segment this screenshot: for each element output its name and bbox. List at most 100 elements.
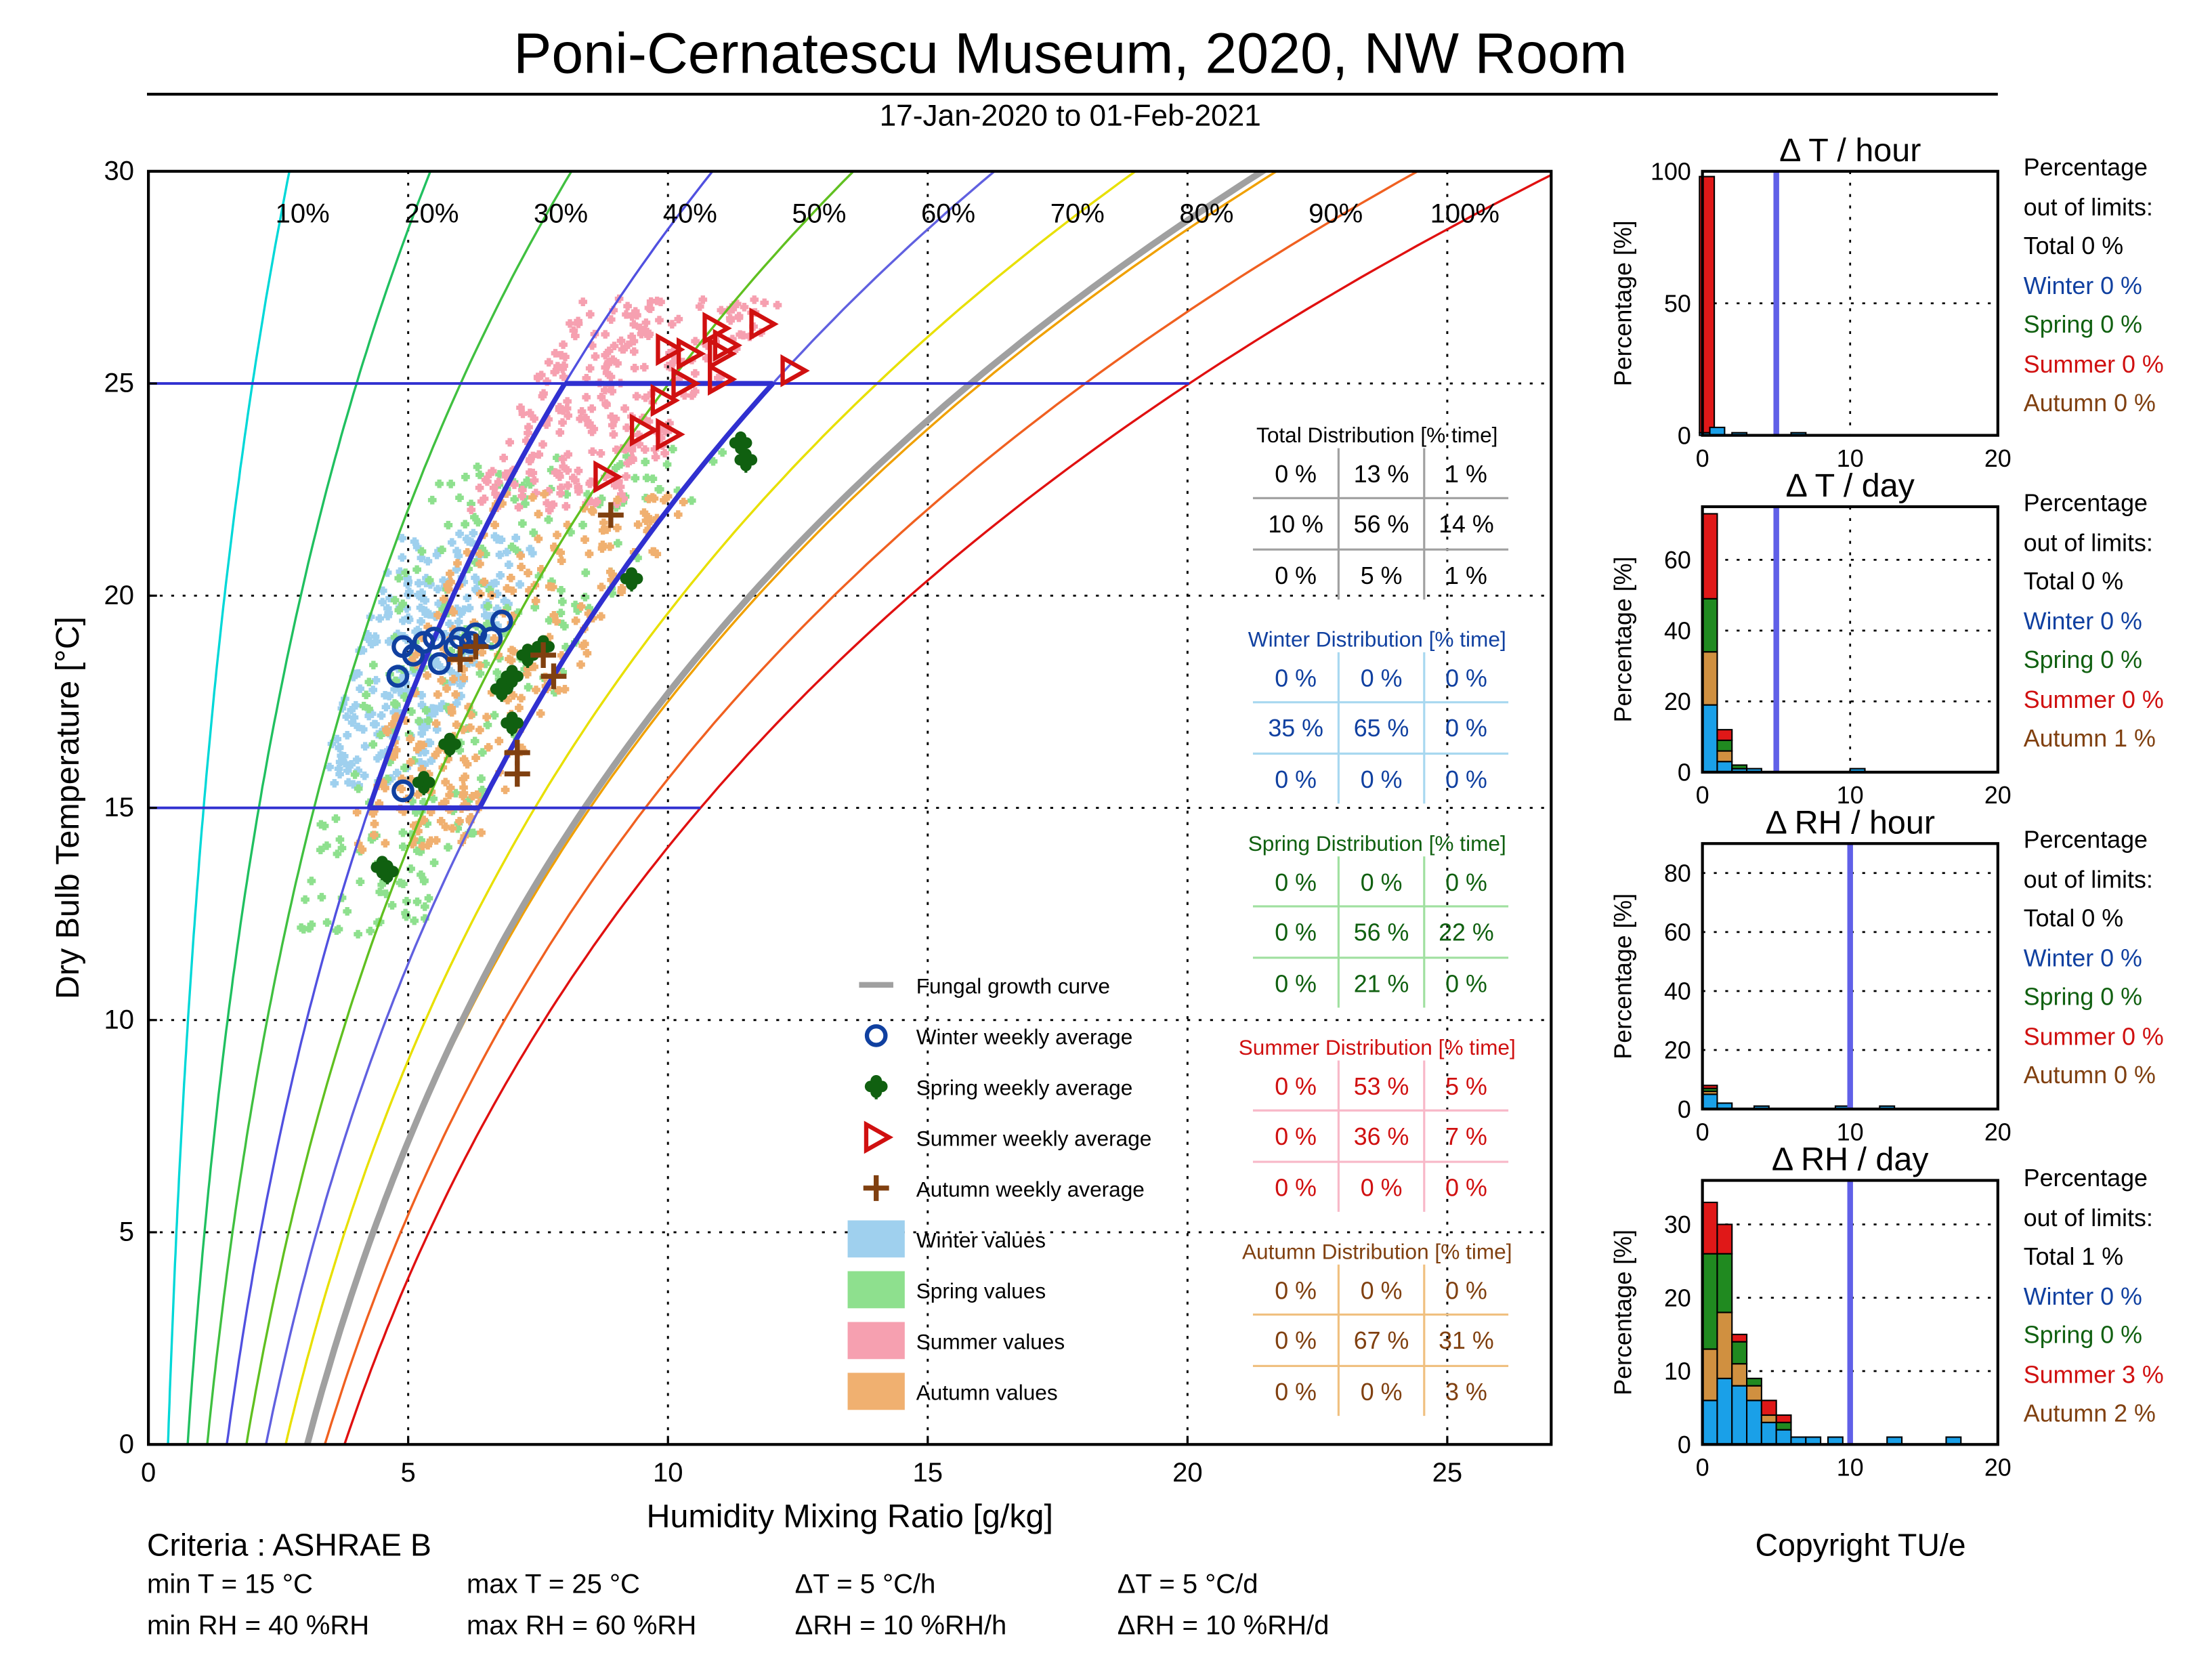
value-point [494,736,504,746]
table-cell: 0 % [1275,1327,1317,1354]
value-point [354,929,362,939]
value-point [459,789,469,798]
distribution-table-total: Total Distribution [% time] 0 % 13 % 1 % 10 … [1252,423,1509,600]
value-point [631,474,640,483]
value-point [343,766,352,775]
value-point [471,573,480,583]
value-point [571,331,580,341]
histogram-y-tick-label: 0 [1678,1096,1691,1123]
table-cell: 0 % [1275,1073,1317,1100]
summer-pct: Summer 0 % [2023,350,2164,378]
histogram-bar-winter [1775,1429,1792,1446]
legend-marker-triangle [864,1120,894,1154]
value-point [587,427,597,436]
value-point [412,744,422,754]
value-point [322,918,332,927]
value-point [517,694,526,702]
value-point [416,603,425,612]
value-point [483,477,492,486]
value-point [483,619,492,629]
value-point [605,542,614,551]
value-point [598,540,608,549]
value-point [354,722,362,732]
value-point [501,785,510,795]
value-point [477,828,486,837]
weekly-average-point [708,362,738,396]
table-cell: 13 % [1354,461,1409,488]
value-point [500,596,509,606]
value-point [453,559,462,568]
value-point [540,490,549,499]
table-cell: 7 % [1445,1123,1487,1150]
value-point [633,520,643,529]
value-point [534,509,543,519]
value-point [390,699,399,708]
value-point [576,414,585,423]
value-point [412,650,421,659]
table-title: Winter Distribution [% time] [1248,627,1506,651]
value-point [446,569,454,579]
value-point [597,392,606,402]
value-point [475,549,484,558]
value-point [630,363,639,373]
value-point [364,711,374,721]
table-cell: 0 % [1275,461,1317,488]
value-point [463,548,472,557]
criteria-min-rh: min RH = 40 %RH [147,1611,370,1642]
clover-leaf [864,1080,876,1093]
clover-leaf [516,649,528,661]
value-point [477,497,486,506]
legend-label: Winter values [916,1228,1046,1253]
autumn-pct: Autumn 0 % [2023,390,2156,417]
value-point [391,746,401,755]
table-cell: 10 % [1268,511,1323,538]
rh-label-20: 20% [404,199,459,229]
value-point [451,690,461,699]
value-point [480,577,489,587]
value-point [400,763,409,772]
value-point [417,691,426,700]
value-point [325,762,334,772]
histogram-y-tick-label: 30 [1664,1211,1691,1238]
value-point [412,565,421,574]
clover-leaf [734,454,746,466]
value-point [449,675,458,684]
legend-label: Spring values [916,1279,1046,1303]
value-point [505,438,514,447]
value-point [444,520,453,530]
histogram-bar-spring [1731,1341,1748,1365]
value-point [352,700,360,710]
x-tick-label: 5 [401,1458,416,1488]
rh-label-60: 60% [921,199,975,229]
clover-leaf [490,683,502,695]
weekly-average-point [650,383,680,417]
plot-layer [148,171,1552,1445]
value-point [585,419,594,428]
value-point [378,586,387,595]
value-point [597,583,606,591]
weekly-average-point [656,333,685,366]
histogram-bar-summer [1716,729,1733,741]
value-point [507,646,516,655]
weekly-average-point [402,644,425,667]
value-point [691,337,700,345]
value-point [368,686,378,694]
value-point [750,295,759,304]
weekly-average-point [504,761,530,787]
value-point [662,460,672,469]
value-point [515,580,524,589]
value-point [417,588,426,597]
value-point [423,841,432,850]
distribution-table-summer: Summer Distribution [% time] 0 % 53 % 5 % 0 … [1239,1035,1516,1212]
histogram-x-tick-label: 0 [1696,445,1709,472]
value-point [441,778,450,786]
spring-pct: Spring 0 % [2023,646,2142,674]
histogram-bar-spring [1716,1253,1733,1314]
value-point [641,393,650,402]
value-point [608,355,618,364]
value-point [316,845,325,855]
value-point [578,520,587,530]
histogram-x-tick-label: 0 [1696,1118,1709,1146]
table-cell: 0 % [1275,1123,1317,1150]
